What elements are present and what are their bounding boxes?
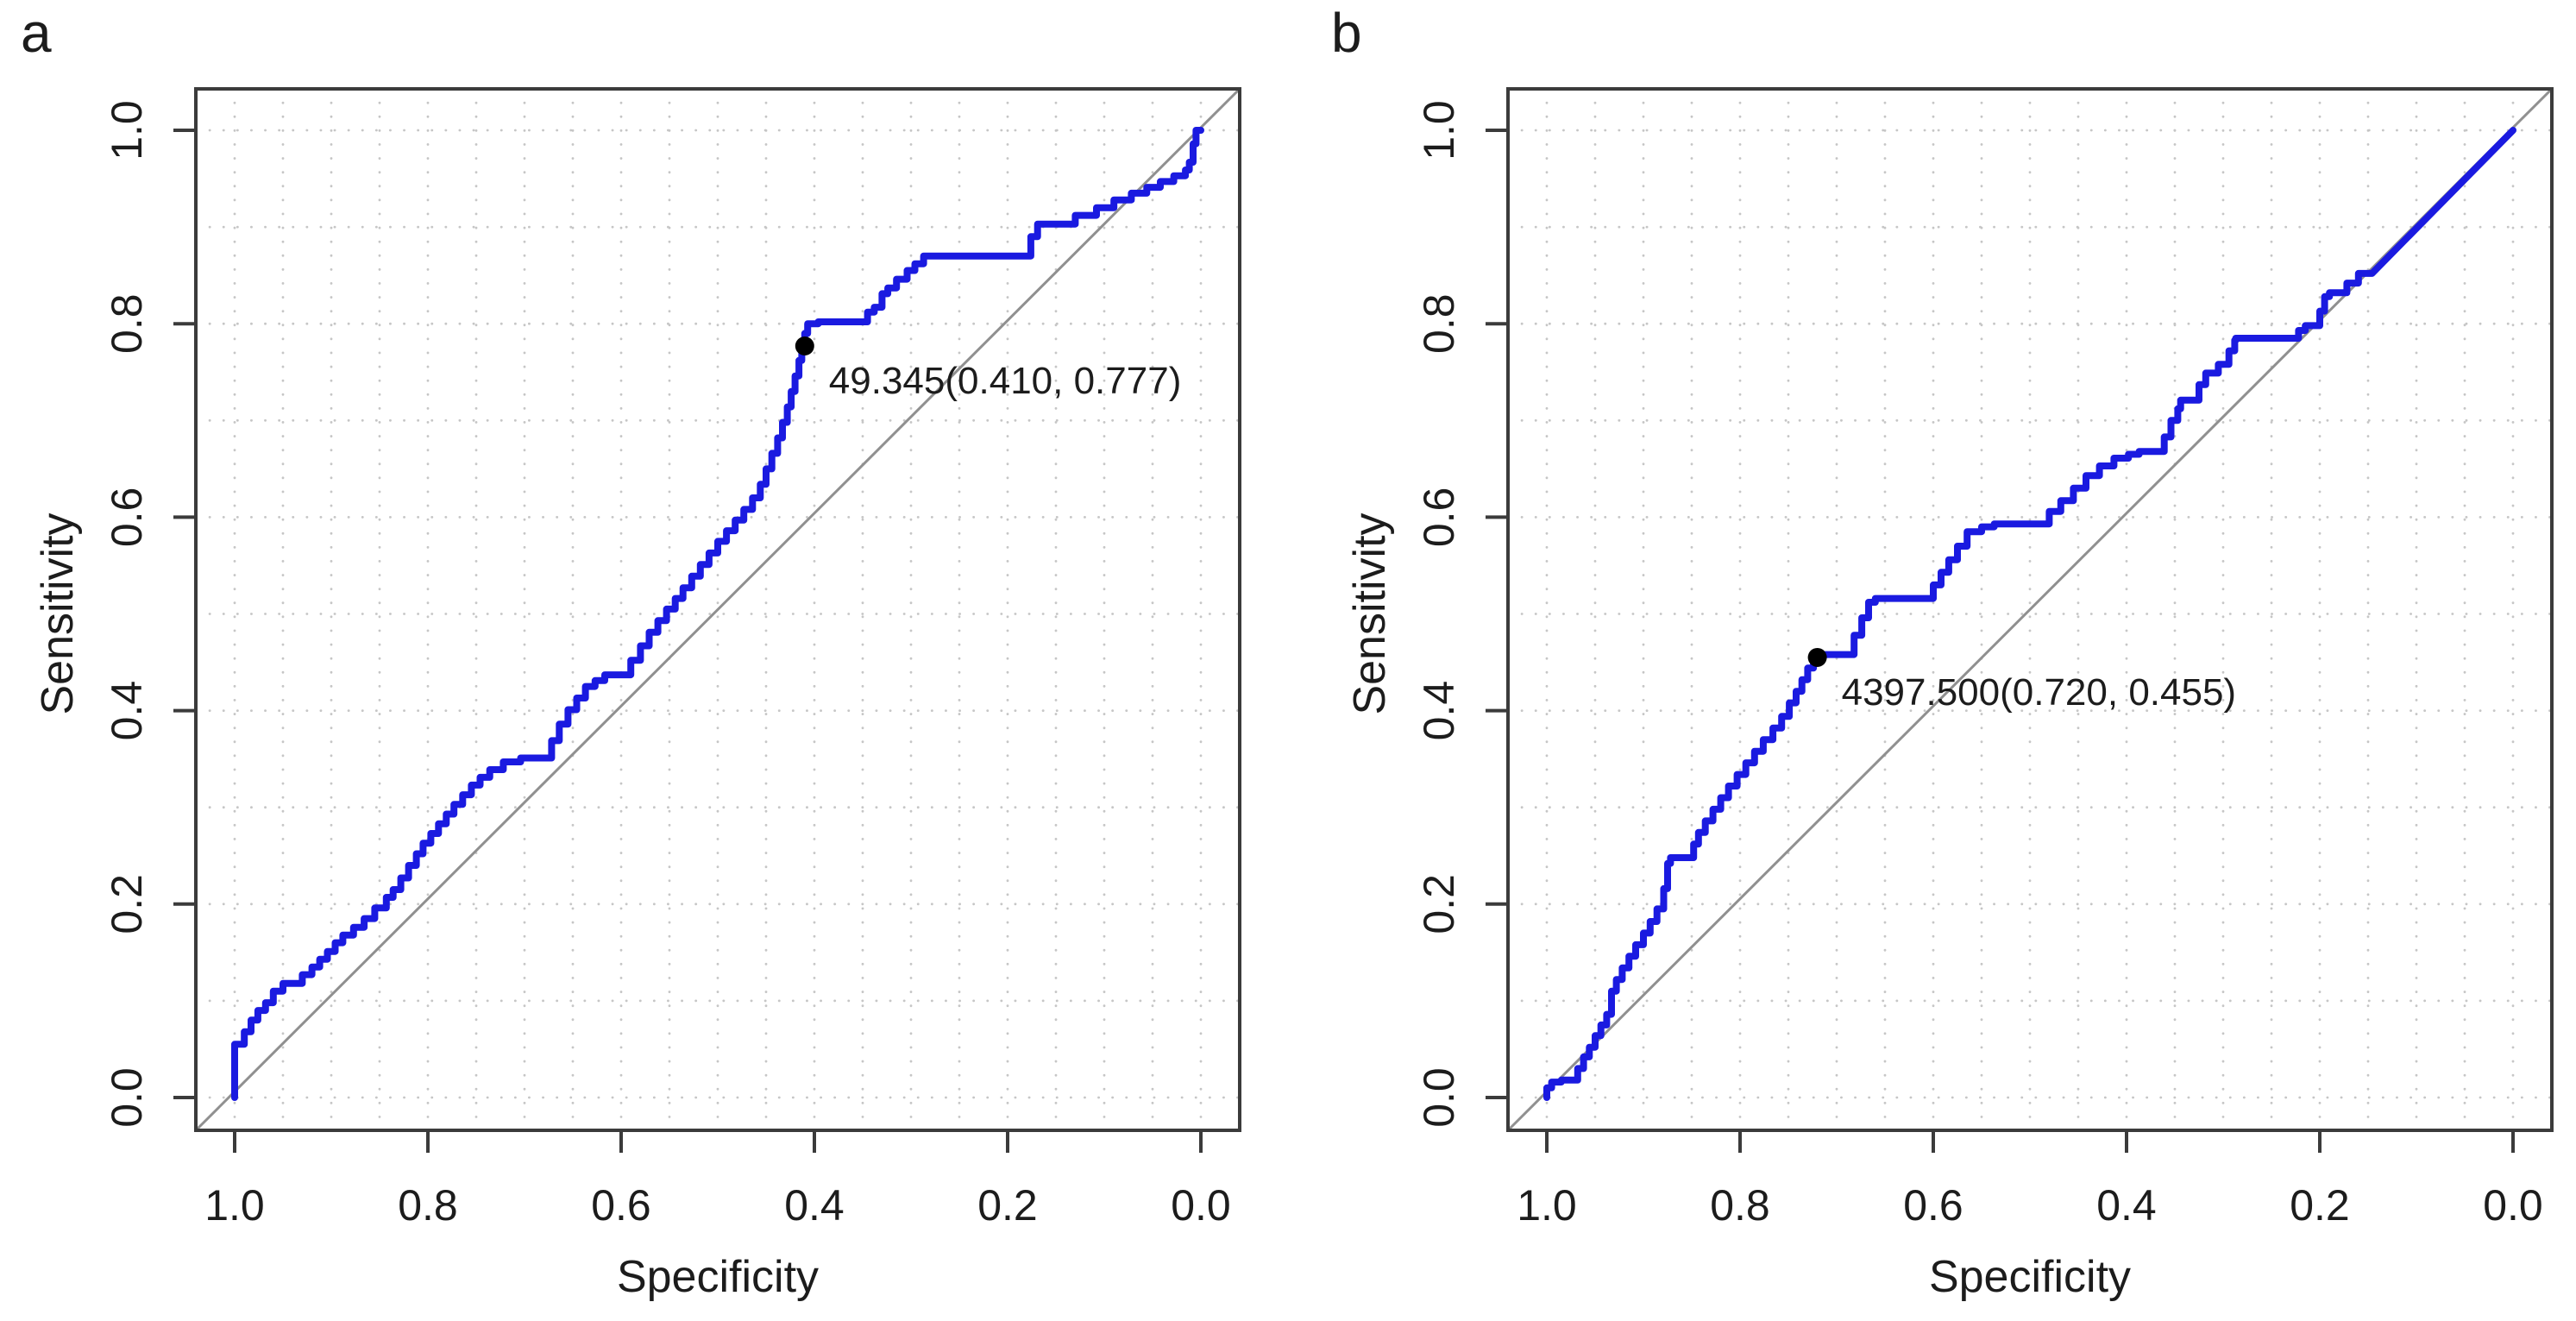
axis-tick-labels: 1.0 0.8 0.6 0.4 0.2 0.0 0.0 0.2 0.4 0.6 0.8 1.0: [103, 100, 1231, 1230]
y-tick-label: 0.0: [1415, 1067, 1463, 1128]
y-tick-label: 0.0: [103, 1067, 151, 1128]
diagonal-reference-line: [1506, 87, 2554, 1132]
roc-panel-b: 1.0 0.8 0.6 0.4 0.2 0.0 0.0 0.2 0.4 0.6 0.8 1.0 Spec…: [1345, 87, 2554, 1302]
x-tick-label: 0.4: [2096, 1181, 2157, 1230]
y-tick-label: 0.8: [1415, 293, 1463, 354]
y-tick-label: 0.6: [103, 488, 151, 548]
y-axis-title: Sensitivity: [1345, 513, 1395, 714]
x-tick-label: 0.8: [398, 1181, 458, 1230]
y-axis-title: Sensitivity: [33, 513, 83, 714]
axis-tick-labels: 1.0 0.8 0.6 0.4 0.2 0.0 0.0 0.2 0.4 0.6 0.8 1.0: [1415, 100, 2543, 1230]
x-tick-label: 0.0: [2483, 1181, 2543, 1230]
axis-ticks: [1486, 129, 2515, 1153]
best-threshold-label-a: 49.345(0.410, 0.777): [829, 360, 1182, 402]
x-tick-label: 1.0: [1517, 1181, 1577, 1230]
y-tick-label: 1.0: [103, 100, 151, 160]
best-threshold-dot-b: [1807, 647, 1827, 667]
panel-a-letter: a: [21, 2, 52, 64]
x-tick-label: 0.0: [1171, 1181, 1231, 1230]
x-tick-label: 0.2: [2290, 1181, 2350, 1230]
axis-ticks: [173, 129, 1203, 1153]
y-tick-label: 0.6: [1415, 488, 1463, 548]
y-tick-label: 0.4: [1415, 681, 1463, 741]
roc-curve-a: [231, 127, 1204, 1101]
x-tick-label: 0.8: [1710, 1181, 1770, 1230]
y-tick-label: 0.2: [1415, 874, 1463, 934]
x-tick-label: 1.0: [204, 1181, 265, 1230]
best-threshold-dot-a: [795, 336, 814, 355]
x-axis-title: Specificity: [1929, 1252, 2131, 1302]
roc-panel-a: 1.0 0.8 0.6 0.4 0.2 0.0 0.0 0.2 0.4 0.6 0.8 1.0 Spec…: [33, 87, 1241, 1302]
x-tick-label: 0.6: [591, 1181, 651, 1230]
panel-b-letter: b: [1331, 2, 1362, 64]
x-tick-label: 0.6: [1903, 1181, 1963, 1230]
plot-box: [1506, 87, 2554, 1132]
y-tick-label: 0.8: [103, 293, 151, 354]
x-tick-label: 0.2: [977, 1181, 1038, 1230]
y-tick-label: 1.0: [1415, 100, 1463, 160]
y-tick-label: 0.4: [103, 681, 151, 741]
x-axis-title: Specificity: [617, 1252, 819, 1302]
x-tick-label: 0.4: [784, 1181, 845, 1230]
best-threshold-label-b: 4397.500(0.720, 0.455): [1842, 671, 2237, 714]
diagonal-reference-line: [194, 87, 1241, 1132]
plot-box: [194, 87, 1241, 1132]
y-tick-label: 0.2: [103, 874, 151, 934]
